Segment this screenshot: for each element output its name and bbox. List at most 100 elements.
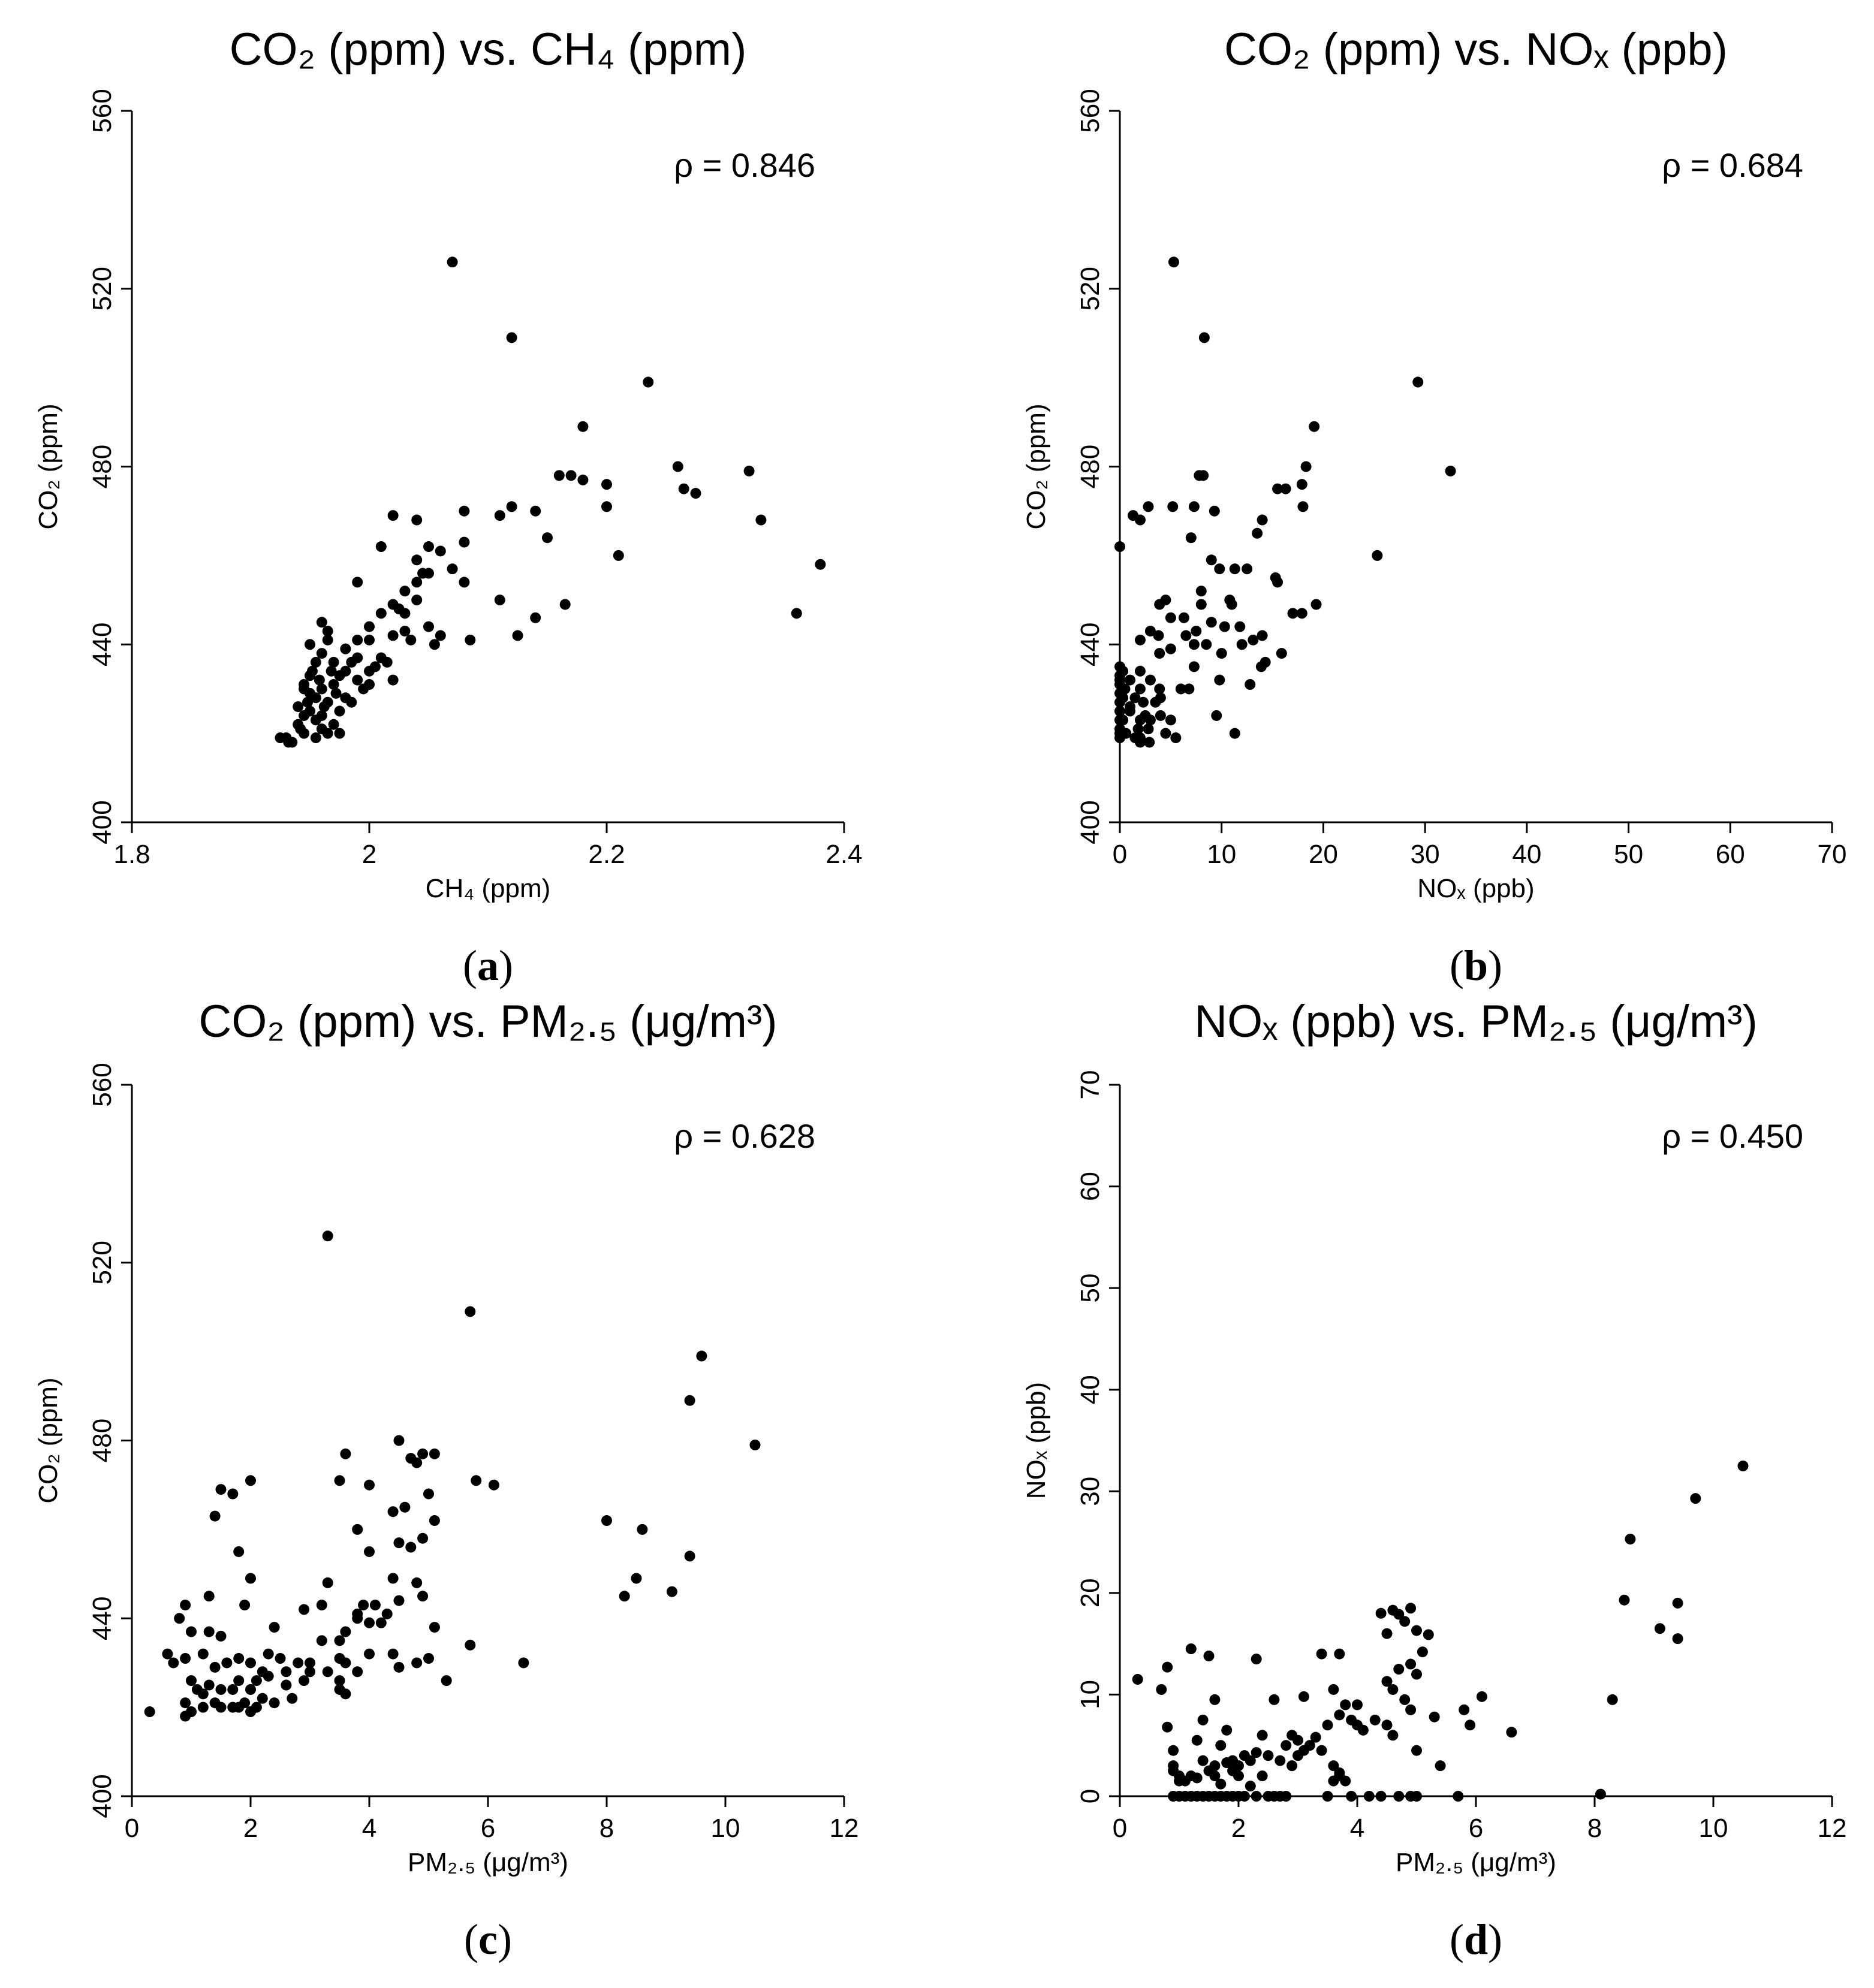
data-point xyxy=(1387,1684,1399,1695)
data-point xyxy=(1654,1623,1665,1634)
data-point xyxy=(1737,1460,1749,1471)
y-tick-label: 480 xyxy=(88,1419,117,1462)
data-point xyxy=(1134,514,1146,526)
data-point xyxy=(209,1510,221,1522)
data-point xyxy=(1393,1664,1405,1675)
data-point xyxy=(1316,1648,1327,1660)
data-point xyxy=(1242,563,1253,575)
y-tick-label: 400 xyxy=(88,800,117,844)
data-point xyxy=(316,648,327,659)
x-tick-label: 6 xyxy=(1469,1814,1483,1843)
data-point xyxy=(1257,1770,1268,1782)
data-point xyxy=(1251,1791,1262,1802)
data-point xyxy=(1114,687,1125,699)
data-point xyxy=(1188,661,1200,672)
y-axis-title: CO₂ (ppm) xyxy=(34,403,63,529)
data-point xyxy=(1155,692,1166,704)
data-point xyxy=(197,1688,209,1700)
data-point xyxy=(1180,630,1192,641)
data-point xyxy=(1143,501,1154,512)
data-point xyxy=(1252,527,1263,539)
data-point xyxy=(1445,465,1456,476)
data-point xyxy=(1328,1775,1339,1787)
data-point xyxy=(1257,514,1268,526)
data-point xyxy=(393,1537,405,1549)
data-point xyxy=(1114,714,1125,726)
data-point xyxy=(1625,1533,1636,1544)
data-point xyxy=(1188,501,1200,512)
data-point xyxy=(459,577,470,588)
data-point xyxy=(417,568,429,579)
data-point xyxy=(1219,621,1230,632)
data-point xyxy=(1209,1694,1221,1705)
data-point xyxy=(310,732,321,744)
data-point xyxy=(494,595,505,606)
data-point xyxy=(1405,1704,1417,1715)
data-point xyxy=(364,679,375,690)
data-point xyxy=(465,1639,476,1651)
data-point xyxy=(631,1573,642,1584)
data-point xyxy=(1399,1616,1411,1627)
data-point xyxy=(417,1533,429,1544)
data-point xyxy=(417,1448,429,1459)
data-point xyxy=(1417,1646,1428,1658)
data-point xyxy=(1340,1699,1351,1711)
data-point xyxy=(1129,692,1141,704)
data-point xyxy=(423,1488,434,1500)
data-point xyxy=(387,630,399,641)
y-tick-label: 20 xyxy=(1075,1578,1105,1607)
data-point xyxy=(1114,696,1125,708)
data-point xyxy=(1168,257,1179,268)
data-point xyxy=(269,1697,280,1709)
data-point xyxy=(1229,563,1240,575)
data-point xyxy=(299,1675,310,1687)
data-point xyxy=(203,1679,215,1691)
data-point xyxy=(1411,1625,1422,1636)
data-point xyxy=(1168,1745,1179,1756)
y-tick-label: 520 xyxy=(88,1241,117,1284)
data-point xyxy=(1322,1719,1333,1731)
data-point xyxy=(1144,625,1156,636)
data-point xyxy=(314,674,325,686)
data-point xyxy=(245,1573,256,1584)
data-point xyxy=(637,1524,648,1535)
data-point xyxy=(1206,617,1217,628)
data-point xyxy=(1227,1755,1239,1766)
data-point xyxy=(1459,1704,1470,1715)
data-point xyxy=(1233,1791,1244,1802)
data-point xyxy=(1245,679,1256,690)
data-point xyxy=(494,510,505,521)
data-point xyxy=(305,1657,315,1669)
data-point xyxy=(577,474,589,485)
x-tick-label: 40 xyxy=(1512,840,1541,869)
data-point xyxy=(577,421,589,432)
data-point xyxy=(387,1648,399,1660)
data-point xyxy=(1375,1607,1387,1619)
data-point xyxy=(1114,670,1125,681)
data-point xyxy=(411,595,423,606)
data-point xyxy=(1114,679,1125,690)
data-point xyxy=(340,1626,351,1637)
panel-label-open: ( xyxy=(464,1915,478,1963)
data-point xyxy=(334,1675,345,1687)
x-tick-label: 50 xyxy=(1614,840,1643,869)
data-point xyxy=(340,1657,351,1669)
x-tick-label: 0 xyxy=(1113,1814,1127,1843)
data-point xyxy=(1412,376,1424,388)
data-point xyxy=(459,536,470,548)
data-point xyxy=(306,665,318,677)
data-point xyxy=(334,1635,345,1646)
data-point xyxy=(1144,737,1155,748)
data-point xyxy=(1298,1691,1309,1702)
data-point xyxy=(1191,625,1202,636)
data-point xyxy=(215,1702,227,1713)
data-point xyxy=(1281,1740,1292,1751)
data-point xyxy=(1167,501,1179,512)
data-point xyxy=(1435,1760,1446,1772)
chart-panel-c: 0 2 4 6 8 10 12 400 440 480 520 560 PM₂.₅ (μg/m³) CO₂… xyxy=(34,996,858,1963)
data-point xyxy=(1170,732,1182,744)
data-point xyxy=(174,1613,185,1624)
data-point xyxy=(393,1661,405,1673)
data-point xyxy=(1175,683,1186,695)
data-point xyxy=(375,1617,387,1628)
